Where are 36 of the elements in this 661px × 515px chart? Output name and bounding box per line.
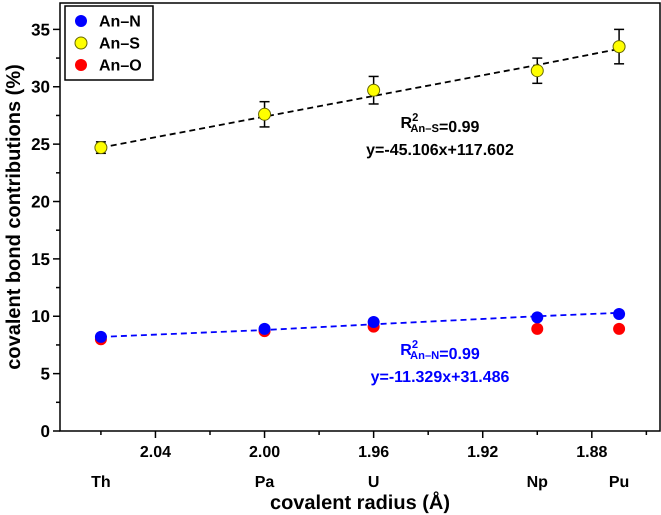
point: [258, 322, 271, 335]
x-tick-label: 2.00: [248, 444, 280, 461]
point: [258, 108, 272, 121]
x-tick-label: 1.96: [358, 444, 390, 461]
annotation: y=-45.106x+117.602: [366, 142, 514, 160]
point: [613, 308, 626, 320]
y-tick-label: 5: [40, 364, 50, 384]
text: Pa: [254, 474, 274, 491]
text: Th: [91, 474, 111, 491]
text: Np: [526, 474, 548, 491]
annotation: y=-11.329x+31.486: [370, 368, 510, 386]
point: [613, 322, 626, 335]
legend-label: An–N: [99, 14, 141, 31]
x-tick-label: 1.92: [467, 444, 498, 461]
point: [367, 84, 380, 97]
legend-label: An–S: [99, 36, 140, 53]
text: U: [368, 474, 380, 491]
y-tick-label: 0: [40, 422, 50, 441]
point: [531, 311, 544, 324]
y-tick-label: 10: [31, 307, 50, 326]
y-axis-title: covalent bond contributions (%): [3, 64, 25, 370]
y-tick-label: 15: [31, 250, 50, 269]
y-tick-label: 35: [31, 20, 50, 40]
text: Pu: [608, 474, 630, 491]
point: [612, 40, 626, 54]
y-tick-label: 20: [31, 192, 50, 212]
point: [531, 322, 544, 335]
y-tick-label: 30: [31, 78, 50, 97]
x-axis-title: covalent radius (Å): [270, 491, 450, 514]
x-tick-label: 1.88: [576, 444, 608, 461]
x-tick-label: 2.04: [140, 444, 172, 461]
legend-label: An–O: [99, 58, 142, 75]
point: [530, 64, 544, 78]
y-tick-label: 25: [31, 135, 50, 154]
point: [94, 330, 107, 343]
point: [368, 316, 380, 328]
